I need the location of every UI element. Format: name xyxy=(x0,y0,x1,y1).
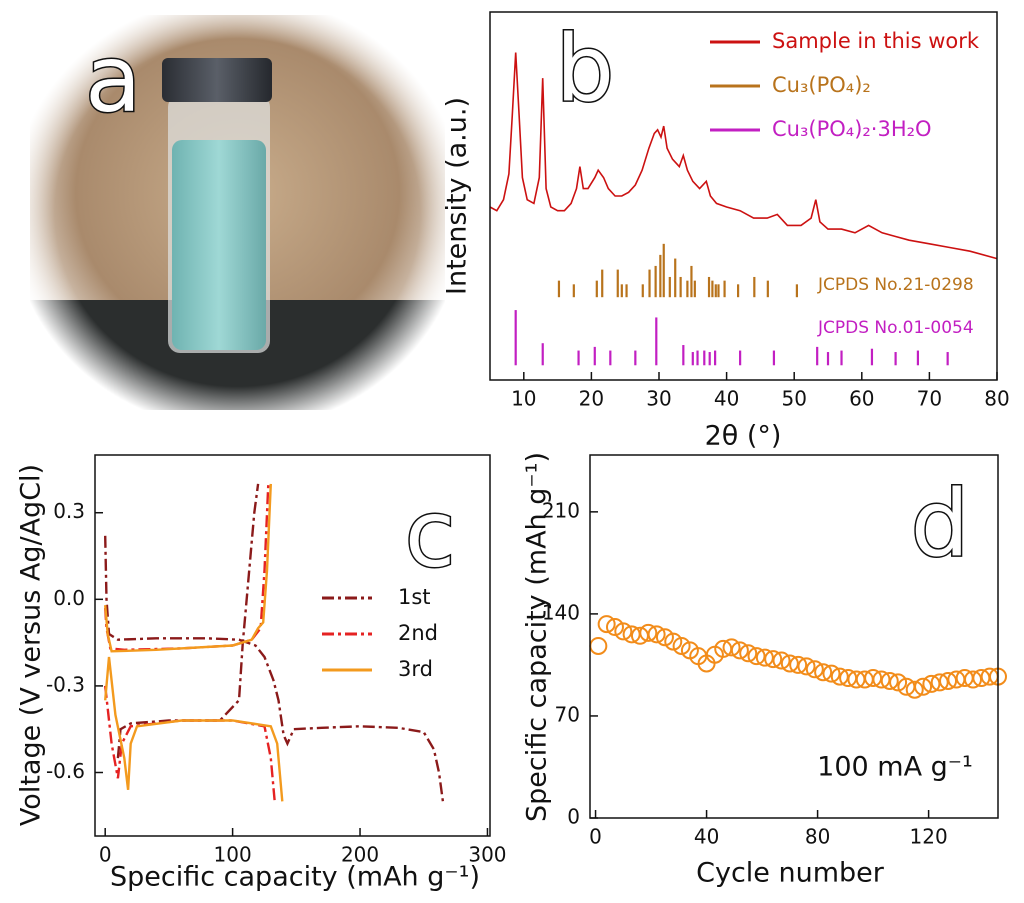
data-point xyxy=(872,670,891,689)
legend-label: 2nd xyxy=(398,621,438,645)
panel-label: c xyxy=(405,480,456,587)
x-tick-label: 60 xyxy=(849,387,874,411)
plot-frame xyxy=(94,454,491,837)
photo xyxy=(30,15,445,410)
data-point xyxy=(864,669,883,688)
x-tick-label: 200 xyxy=(341,843,379,867)
data-point xyxy=(814,663,833,682)
data-line xyxy=(104,483,284,802)
plot-frame xyxy=(589,454,999,819)
panel-label: a xyxy=(85,25,141,132)
legend-label: Sample in this work xyxy=(772,29,980,53)
legend-label: Cu₃(PO₄)₂·3H₂O xyxy=(772,117,932,141)
x-tick-label: 100 xyxy=(214,843,252,867)
data-point xyxy=(747,647,766,666)
data-point xyxy=(930,673,949,692)
data-point xyxy=(589,636,608,655)
data-point xyxy=(655,628,674,647)
data-point xyxy=(822,664,841,683)
data-point xyxy=(772,651,791,670)
reference-label: JCPDS No.01-0054 xyxy=(817,318,974,338)
data-point xyxy=(597,615,616,634)
data-point xyxy=(672,636,691,655)
data-point xyxy=(797,657,816,676)
x-axis-label: 2θ (°) xyxy=(705,421,782,452)
data-point xyxy=(614,622,633,641)
data-line xyxy=(489,52,998,260)
y-tick-label: 0.3 xyxy=(53,499,85,523)
data-point xyxy=(722,638,741,657)
y-tick-label: 210 xyxy=(542,498,580,522)
data-point xyxy=(889,673,908,692)
data-point xyxy=(914,677,933,696)
x-axis-label: Specific capacity (mAh g⁻¹) xyxy=(110,862,480,893)
x-tick-label: 300 xyxy=(468,843,506,867)
plot-frame xyxy=(489,11,998,381)
x-tick-label: 80 xyxy=(805,825,830,849)
data-point xyxy=(664,632,683,651)
data-point xyxy=(939,671,958,690)
x-tick-label: 40 xyxy=(694,825,719,849)
data-point xyxy=(755,648,774,667)
y-tick-label: 140 xyxy=(542,600,580,624)
x-tick-label: 20 xyxy=(579,387,604,411)
y-tick-label: -0.6 xyxy=(46,759,85,783)
data-point xyxy=(789,655,808,674)
x-tick-label: 70 xyxy=(917,387,942,411)
y-axis-label: Specific capacity (mAh g⁻¹) xyxy=(522,452,553,822)
data-point xyxy=(905,680,924,699)
data-point xyxy=(964,670,983,689)
x-tick-label: 120 xyxy=(910,825,948,849)
data-point xyxy=(880,671,899,690)
data-line xyxy=(104,483,445,802)
x-axis-label: Cycle number xyxy=(696,858,885,889)
reference-label: JCPDS No.21-0298 xyxy=(817,275,974,295)
annotation: 100 mA g⁻¹ xyxy=(817,752,973,783)
y-axis-label: Voltage (V versus Ag/AgCl) xyxy=(16,464,47,826)
data-point xyxy=(764,650,783,669)
data-point xyxy=(639,623,658,642)
legend-label: 1st xyxy=(398,585,431,609)
y-tick-label: 70 xyxy=(555,702,580,726)
y-tick-label: 0.0 xyxy=(53,586,85,610)
data-point xyxy=(830,667,849,686)
data-point xyxy=(805,660,824,679)
panel-label: d xyxy=(911,470,969,577)
legend-label: 3rd xyxy=(398,657,433,681)
data-point xyxy=(605,618,624,637)
data-point xyxy=(739,644,758,663)
data-point xyxy=(922,674,941,693)
data-point xyxy=(730,641,749,660)
y-tick-label: -0.3 xyxy=(46,672,85,696)
panel-label: b xyxy=(556,15,614,122)
legend-label: Cu₃(PO₄)₂ xyxy=(772,73,871,97)
x-tick-label: 30 xyxy=(646,387,671,411)
x-tick-label: 80 xyxy=(984,387,1009,411)
y-axis-label: Intensity (a.u.) xyxy=(442,97,473,295)
data-point xyxy=(647,625,666,644)
x-tick-label: 40 xyxy=(714,387,739,411)
data-point xyxy=(780,654,799,673)
x-tick-label: 50 xyxy=(781,387,806,411)
x-tick-label: 10 xyxy=(511,387,536,411)
x-tick-label: 0 xyxy=(589,825,602,849)
x-tick-label: 0 xyxy=(99,843,112,867)
y-tick-label: 0 xyxy=(567,805,580,829)
